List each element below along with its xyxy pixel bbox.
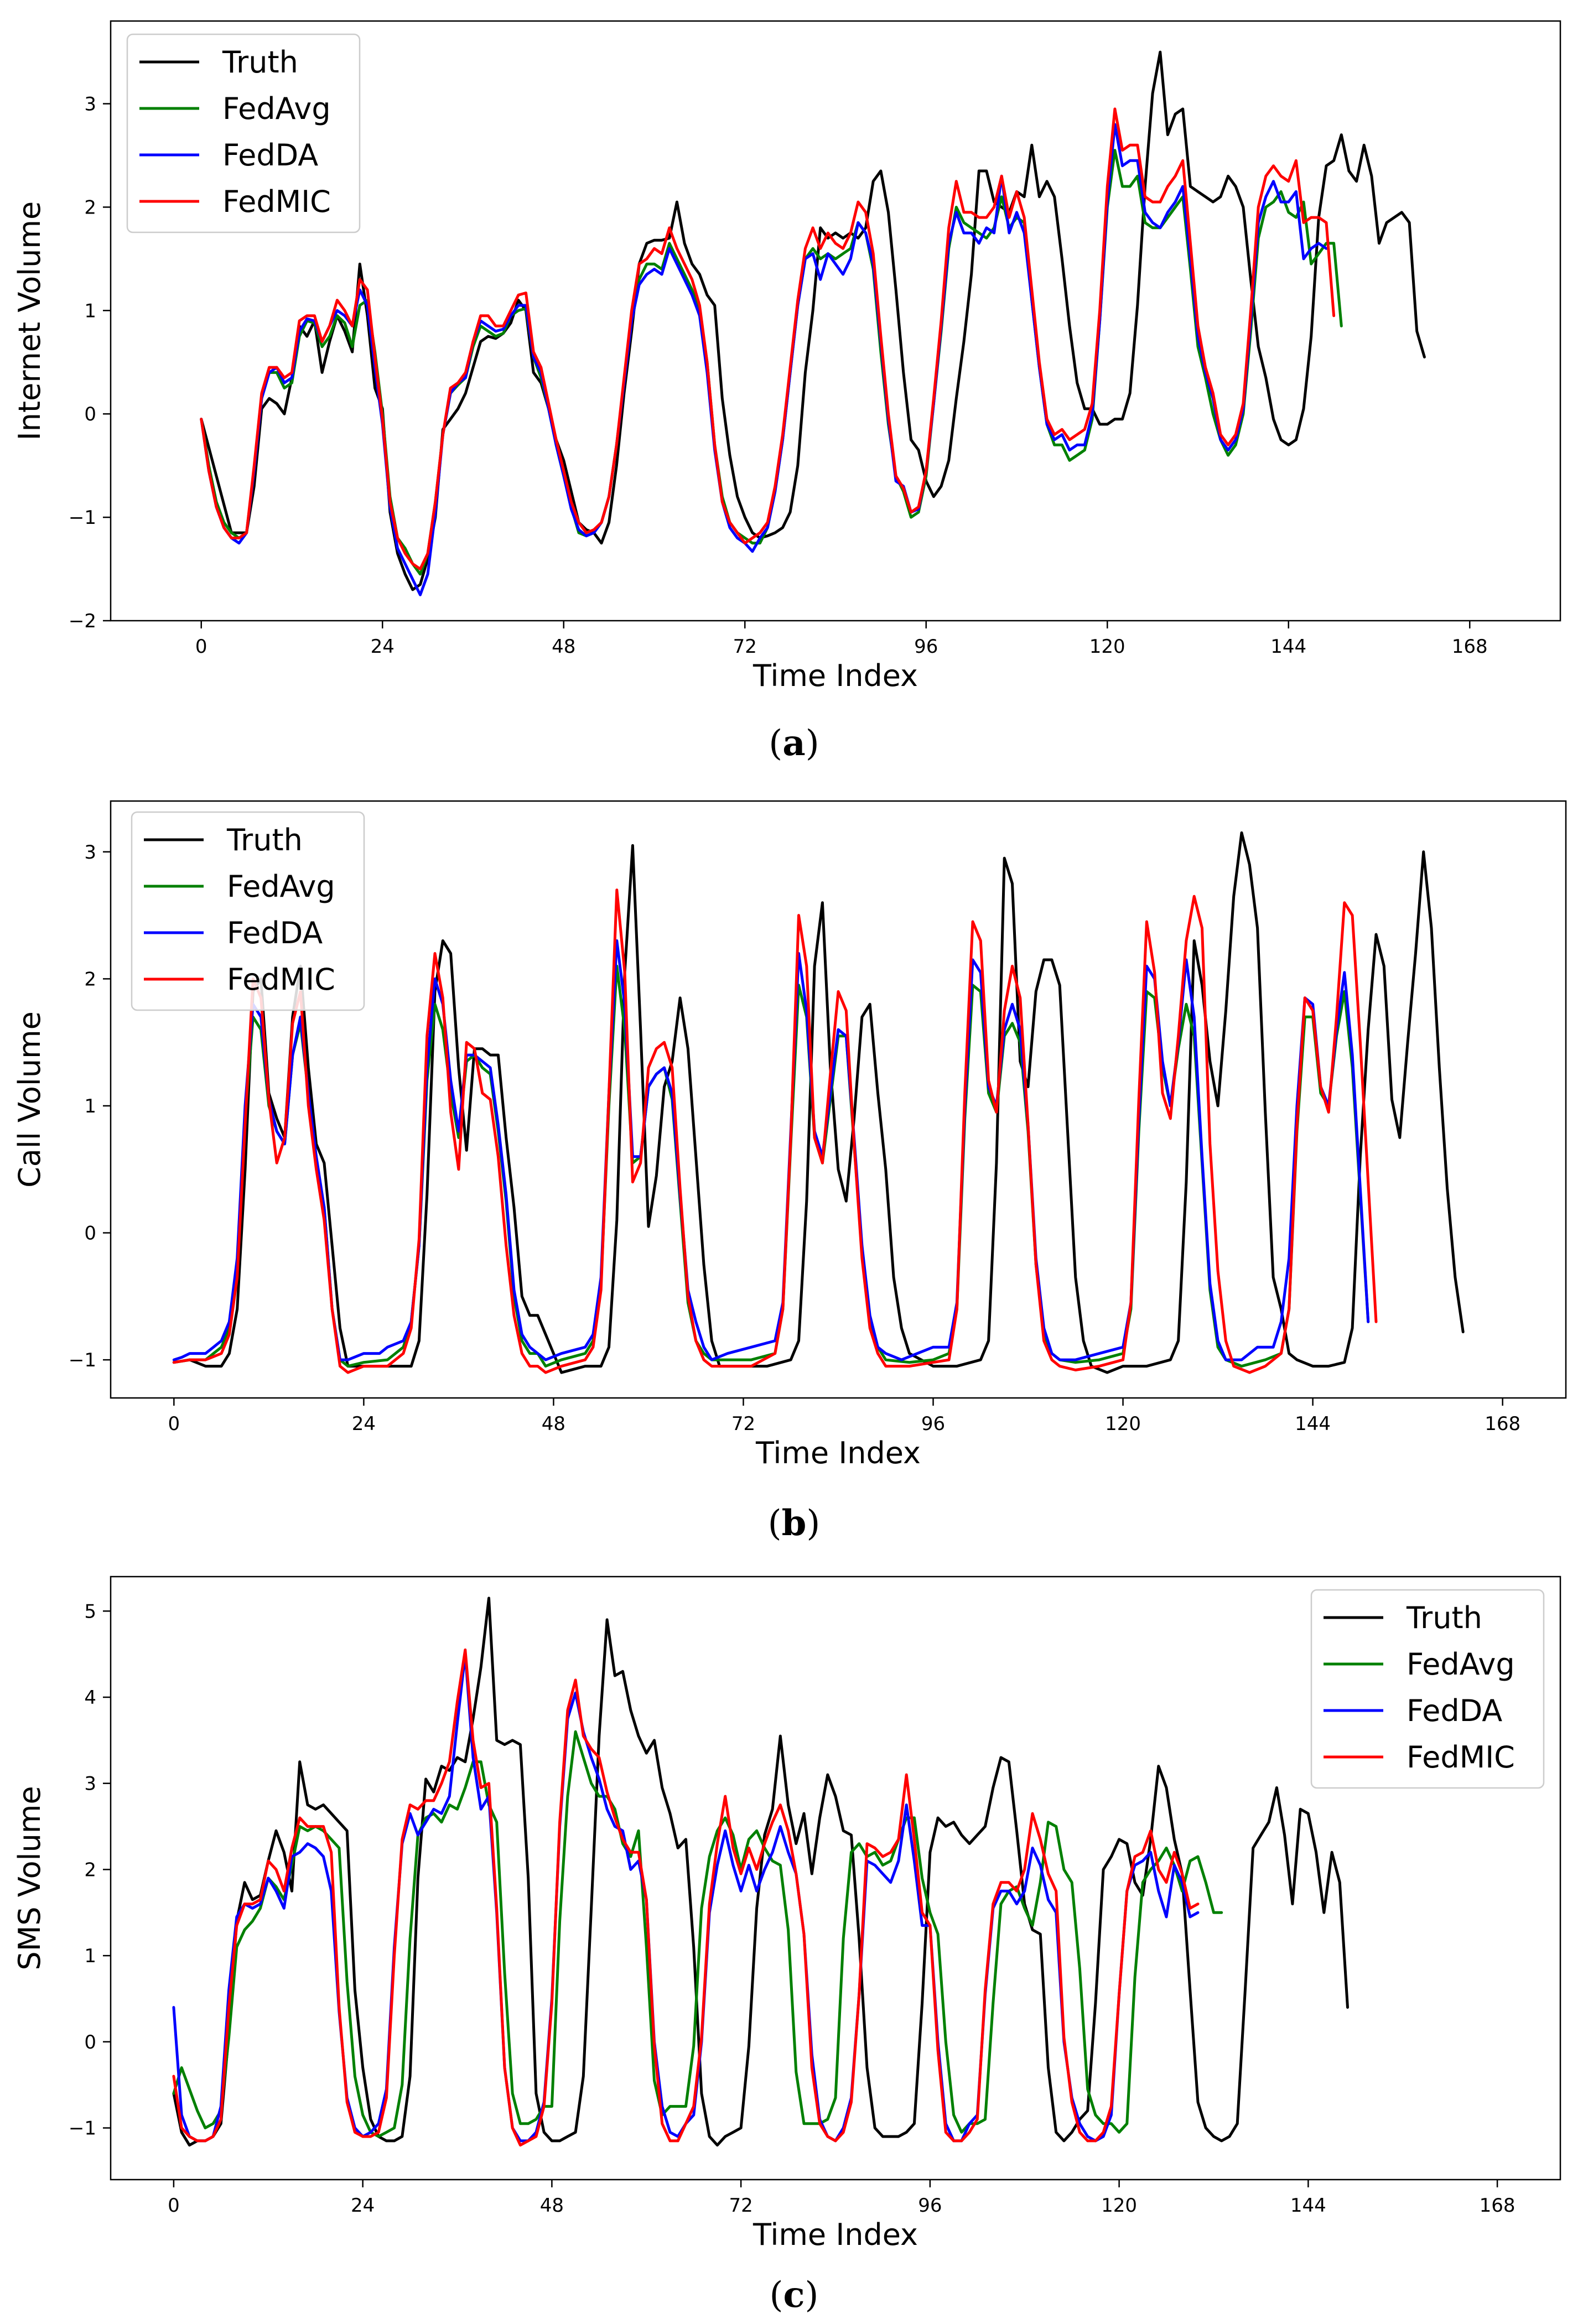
series-line-fedda	[172, 1652, 1200, 2143]
series-line-truth	[172, 1597, 1349, 2147]
x-tick-label: 168	[1485, 1413, 1520, 1435]
legend: Truth FedAvg FedDA FedMIC	[1310, 1589, 1545, 1789]
x-tick-label: 168	[1480, 2195, 1516, 2217]
panel-caption: (a)	[769, 722, 819, 764]
caption-close-paren: )	[805, 2275, 818, 2316]
y-tick-label: 3	[84, 93, 96, 116]
x-tick-label: 144	[1290, 2195, 1326, 2217]
y-tick-label: 0	[84, 2031, 96, 2053]
plot-frame	[110, 20, 1561, 622]
x-tick-label: 72	[729, 2195, 753, 2217]
x-axis-label: Time Index	[755, 1436, 921, 1470]
legend-label-fedmic: FedMIC	[222, 184, 331, 219]
legend-box	[1310, 1589, 1545, 1789]
x-tick-label: 96	[918, 2195, 942, 2217]
series-line-truth	[172, 831, 1465, 1374]
x-tick-label: 72	[731, 1413, 755, 1435]
caption-close-paren: )	[806, 723, 819, 764]
legend-label-fedmic: FedMIC	[1407, 1740, 1515, 1775]
legend-label-fedavg: FedAvg	[227, 869, 335, 904]
y-tick-label: 2	[84, 196, 96, 219]
x-axis-label: Time Index	[753, 658, 918, 693]
caption-open-paren: (	[769, 723, 782, 764]
legend-label-fedda: FedDA	[227, 916, 323, 950]
caption-close-paren: )	[806, 1503, 820, 1544]
x-tick-label: 0	[168, 2195, 180, 2217]
caption-open-paren: (	[770, 2275, 783, 2316]
y-tick-label: 0	[84, 1223, 96, 1245]
legend: Truth FedAvg FedDA FedMIC	[126, 33, 361, 233]
y-axis-label: Call Volume	[12, 1011, 47, 1188]
x-tick-label: 24	[371, 636, 395, 658]
x-tick-label: 120	[1101, 2195, 1137, 2217]
x-tick-label: 168	[1452, 636, 1488, 658]
legend-label-truth: Truth	[226, 823, 303, 857]
x-tick-label: 144	[1295, 1413, 1331, 1435]
x-tick-label: 0	[195, 636, 207, 658]
series-group	[172, 1597, 1349, 2147]
y-tick-label: 1	[84, 1095, 96, 1117]
y-tick-label: 4	[84, 1687, 96, 1709]
chart-panel-b: 0 24 48 72 96 120 144 168 −1 0 1 2 3 Time Index Call V…	[12, 800, 1567, 1544]
y-tick-label: −2	[69, 610, 96, 632]
legend-label-truth: Truth	[1406, 1600, 1482, 1635]
x-tick-label: 24	[352, 1413, 376, 1435]
legend-label-fedavg: FedAvg	[1407, 1647, 1515, 1682]
y-axis-label: SMS Volume	[12, 1786, 47, 1970]
y-tick-label: −1	[69, 507, 96, 529]
panel-caption: (b)	[768, 1502, 821, 1544]
plot-frame	[110, 800, 1567, 1399]
legend-label-fedda: FedDA	[222, 138, 318, 173]
y-tick-label: 2	[84, 968, 96, 990]
y-tick-label: 1	[84, 300, 96, 322]
y-tick-label: 3	[84, 841, 96, 864]
x-tick-label: 0	[168, 1413, 180, 1435]
plot-frame	[110, 1576, 1561, 2181]
legend-label-truth: Truth	[222, 45, 298, 80]
legend-label-fedmic: FedMIC	[227, 962, 335, 997]
panel-caption: (c)	[770, 2274, 819, 2316]
series-line-fedmic	[172, 1648, 1200, 2147]
legend: Truth FedAvg FedDA FedMIC	[131, 811, 365, 1011]
y-tick-label: −1	[69, 1349, 96, 1371]
y-tick-label: 5	[84, 1600, 96, 1623]
series-line-fedavg	[172, 964, 1370, 1368]
series-group	[200, 50, 1426, 596]
legend-box	[131, 811, 365, 1011]
chart-panel-a: 0 24 48 72 96 120 144 168 −2 −1 0 1 2 3 Time Index Inte…	[12, 20, 1561, 764]
x-tick-label: 144	[1270, 636, 1306, 658]
x-tick-label: 48	[540, 2195, 564, 2217]
x-axis-label: Time Index	[753, 2217, 918, 2252]
x-tick-label: 48	[552, 636, 575, 658]
series-line-fedmic	[172, 888, 1378, 1374]
caption-open-paren: (	[768, 1503, 782, 1544]
series-line-fedavg	[172, 1730, 1223, 2138]
series-line-fedda	[200, 123, 1328, 596]
x-tick-label: 72	[733, 636, 757, 658]
x-tick-label: 96	[914, 636, 938, 658]
legend-label-fedavg: FedAvg	[222, 91, 331, 126]
legend-box	[126, 33, 361, 233]
y-tick-label: 0	[84, 403, 96, 425]
legend-label-fedda: FedDA	[1407, 1693, 1502, 1728]
series-line-truth	[200, 50, 1426, 591]
y-tick-label: 2	[84, 1859, 96, 1881]
y-tick-label: 3	[84, 1773, 96, 1795]
caption-letter: a	[782, 722, 805, 764]
x-tick-label: 48	[542, 1413, 565, 1435]
x-tick-label: 120	[1105, 1413, 1141, 1435]
caption-letter: c	[783, 2274, 805, 2316]
x-tick-label: 24	[351, 2195, 375, 2217]
caption-letter: b	[782, 1502, 807, 1544]
y-tick-label: −1	[69, 2118, 96, 2140]
series-group	[172, 831, 1465, 1374]
chart-panel-c: 0 24 48 72 96 120 144 168 −1 0 1 2 3 4 5 Time Index SMS …	[12, 1576, 1561, 2316]
series-line-fedmic	[200, 107, 1336, 571]
y-tick-label: 1	[84, 1945, 96, 1967]
x-tick-label: 120	[1089, 636, 1125, 658]
y-axis-label: Internet Volume	[12, 201, 47, 440]
x-tick-label: 96	[921, 1413, 945, 1435]
